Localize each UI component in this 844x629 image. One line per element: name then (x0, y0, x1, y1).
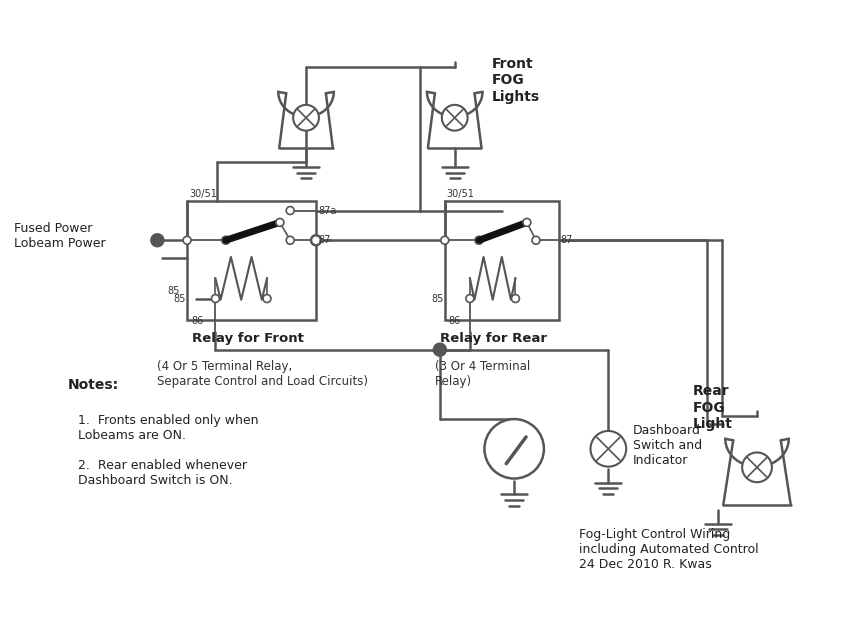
Text: (3 Or 4 Terminal
Relay): (3 Or 4 Terminal Relay) (435, 360, 529, 387)
Circle shape (152, 235, 162, 245)
Text: 30/51: 30/51 (446, 189, 474, 199)
Circle shape (590, 431, 625, 467)
Circle shape (183, 237, 191, 244)
Circle shape (532, 237, 539, 244)
Circle shape (293, 105, 318, 131)
Text: 85: 85 (430, 294, 443, 304)
Circle shape (286, 237, 294, 244)
Text: Fused Power
Lobeam Power: Fused Power Lobeam Power (14, 223, 106, 250)
Text: Relay for Front: Relay for Front (192, 331, 304, 345)
Circle shape (441, 237, 448, 244)
Circle shape (441, 105, 467, 131)
Circle shape (221, 237, 230, 244)
Circle shape (262, 294, 271, 303)
Text: 30/51: 30/51 (189, 189, 217, 199)
Text: 86: 86 (448, 316, 461, 326)
Circle shape (741, 452, 771, 482)
Text: Relay for Rear: Relay for Rear (440, 331, 546, 345)
Text: Fog-Light Control Wiring
including Automated Control
24 Dec 2010 R. Kwas: Fog-Light Control Wiring including Autom… (578, 528, 757, 571)
Circle shape (511, 294, 519, 303)
Circle shape (211, 294, 219, 303)
Text: (4 Or 5 Terminal Relay,
Separate Control and Load Circuits): (4 Or 5 Terminal Relay, Separate Control… (157, 360, 368, 387)
Text: 85: 85 (167, 286, 180, 296)
Text: Front
FOG
Lights: Front FOG Lights (491, 57, 538, 104)
Text: 87a: 87a (317, 206, 336, 216)
Bar (444, 201, 558, 320)
Text: Dashboard
Switch and
Indicator: Dashboard Switch and Indicator (632, 424, 701, 467)
Circle shape (484, 419, 544, 479)
Circle shape (474, 237, 483, 244)
Text: 87: 87 (317, 235, 330, 245)
Circle shape (286, 206, 294, 214)
Text: Rear
FOG
Light: Rear FOG Light (692, 384, 732, 431)
Circle shape (465, 294, 473, 303)
Circle shape (276, 218, 284, 226)
Circle shape (522, 218, 530, 226)
Text: 2.  Rear enabled whenever
Dashboard Switch is ON.: 2. Rear enabled whenever Dashboard Switc… (78, 459, 246, 487)
Text: 85: 85 (173, 294, 186, 304)
Bar (187, 201, 316, 320)
Text: 1.  Fronts enabled only when
Lobeams are ON.: 1. Fronts enabled only when Lobeams are … (78, 414, 258, 442)
Circle shape (151, 235, 163, 246)
Circle shape (311, 235, 321, 245)
Circle shape (433, 343, 446, 355)
Text: 86: 86 (191, 316, 203, 326)
Text: Notes:: Notes: (68, 378, 119, 392)
Text: 87: 87 (560, 235, 572, 245)
